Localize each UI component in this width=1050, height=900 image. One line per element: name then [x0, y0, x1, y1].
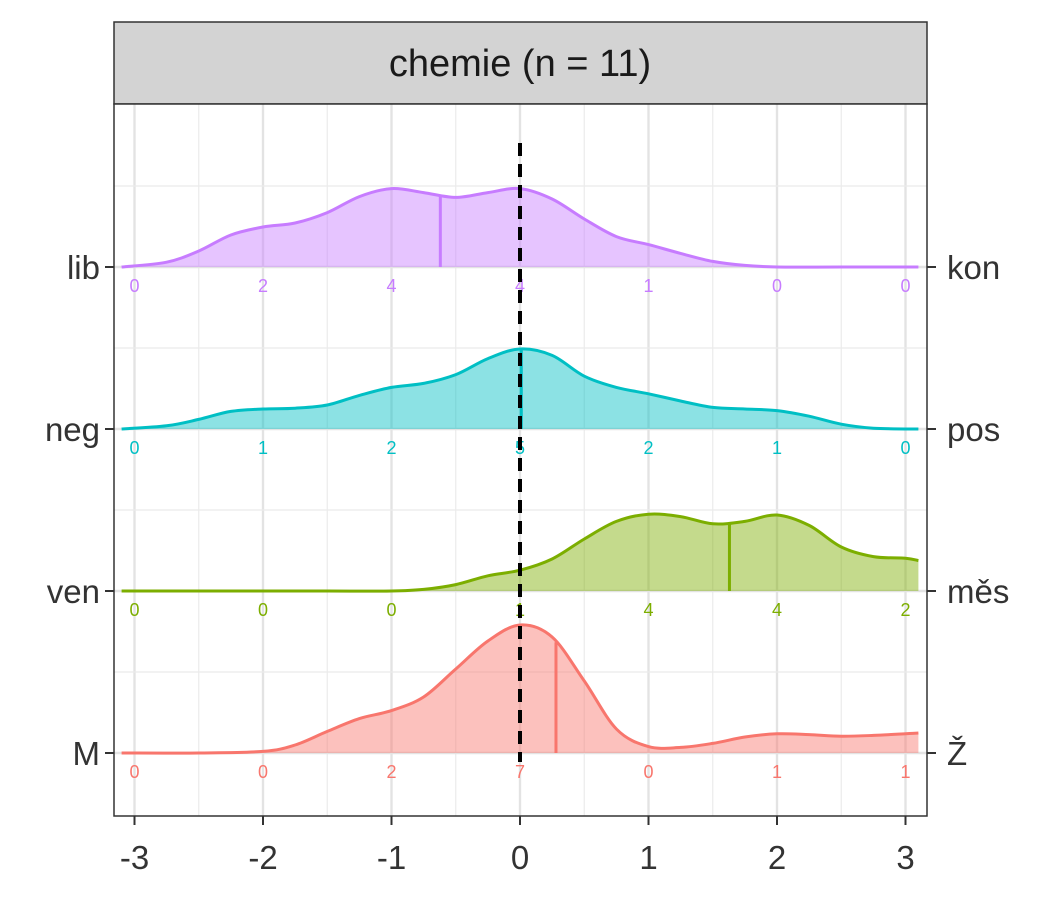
count-label: 0	[129, 762, 139, 782]
count-label: 1	[772, 762, 782, 782]
y-label-left: neg	[45, 411, 100, 448]
count-label: 4	[386, 276, 396, 296]
count-label: 2	[386, 438, 396, 458]
count-label: 1	[900, 762, 910, 782]
count-label: 1	[643, 276, 653, 296]
y-label-left: ven	[47, 573, 100, 610]
x-tick-label: -3	[120, 839, 149, 876]
axes: -3 -2 -1 0 1 2 3 lib kon neg pos ven měs M Ž	[45, 249, 1009, 876]
x-tick-label: -1	[377, 839, 406, 876]
count-label: 0	[129, 438, 139, 458]
count-label: 0	[258, 600, 268, 620]
count-label: 0	[900, 438, 910, 458]
y-label-right: pos	[947, 411, 1000, 448]
density-line	[121, 512, 919, 593]
count-label: 0	[900, 276, 910, 296]
count-label: 1	[258, 438, 268, 458]
strip-background	[113, 21, 928, 105]
count-label: 0	[772, 276, 782, 296]
x-tick-label: -2	[248, 839, 277, 876]
count-label: 4	[772, 600, 782, 620]
count-label: 0	[386, 600, 396, 620]
y-label-right: kon	[947, 249, 1000, 286]
x-tick-label: 3	[896, 839, 914, 876]
count-label: 4	[515, 276, 525, 296]
count-label: 0	[643, 762, 653, 782]
y-label-left: M	[73, 735, 101, 772]
x-tick-label: 0	[511, 839, 529, 876]
x-tick-label: 2	[768, 839, 786, 876]
y-label-right: Ž	[947, 735, 967, 772]
count-label: 2	[900, 600, 910, 620]
count-label: 0	[129, 276, 139, 296]
count-label: 7	[515, 762, 525, 782]
density-line	[121, 347, 919, 431]
count-label: 2	[643, 438, 653, 458]
count-label: 1	[772, 438, 782, 458]
count-label: 4	[643, 600, 653, 620]
count-label: 2	[258, 276, 268, 296]
x-tick-label: 1	[639, 839, 657, 876]
count-label: 2	[386, 762, 396, 782]
y-label-right: měs	[947, 573, 1009, 610]
count-label: 0	[129, 600, 139, 620]
y-label-left: lib	[67, 249, 100, 286]
density-line	[121, 623, 919, 755]
density-line	[121, 186, 919, 269]
density-area	[121, 513, 919, 592]
chart-title: chemie (n = 11)	[389, 43, 651, 85]
count-label: 0	[258, 762, 268, 782]
